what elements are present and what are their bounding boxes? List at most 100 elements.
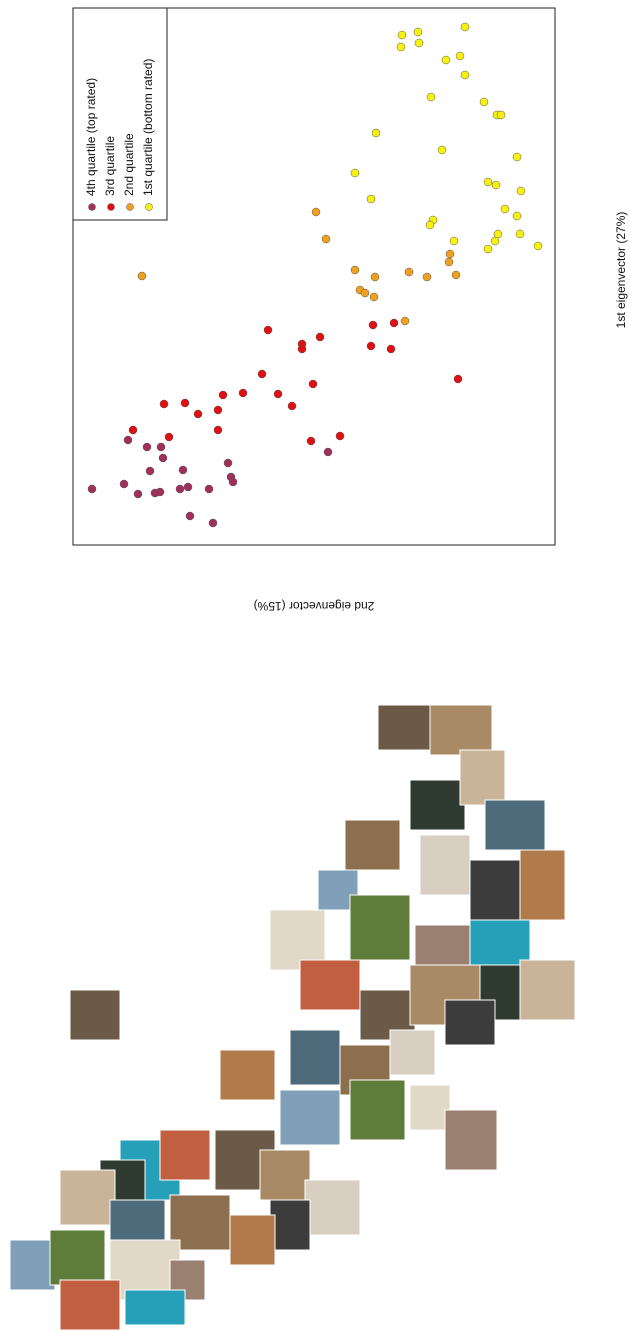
photo-tile	[409, 1084, 451, 1131]
legend-label: 2nd quartile	[122, 133, 136, 196]
legend-marker	[145, 203, 153, 211]
photo-tile	[389, 1029, 436, 1076]
scatter-point	[360, 288, 370, 298]
scatter-point	[228, 477, 238, 487]
scatter-point	[87, 484, 97, 494]
scatter-point	[370, 272, 380, 282]
legend-marker	[126, 203, 134, 211]
scatter-point	[156, 442, 166, 452]
scatter-point	[223, 458, 233, 468]
scatter-point	[208, 518, 218, 528]
legend-label: 3rd quartile	[103, 136, 117, 196]
x-axis-label: 2nd eigenvector (15%)	[254, 599, 375, 613]
scatter-point	[483, 244, 493, 254]
scatter-point	[396, 42, 406, 52]
scatter-point	[133, 489, 143, 499]
scatter-point	[183, 482, 193, 492]
scatter-point	[397, 30, 407, 40]
scatter-point	[335, 431, 345, 441]
scatter-point	[368, 320, 378, 330]
scatter-point	[218, 390, 228, 400]
scatter-point	[533, 241, 543, 251]
scatter-point	[444, 257, 454, 267]
photo-tile	[459, 749, 506, 806]
scatter-point	[455, 51, 465, 61]
scatter-point	[500, 204, 510, 214]
photo-tile	[429, 704, 493, 756]
scatter-point	[137, 271, 147, 281]
photo-tile	[349, 894, 411, 961]
photo-tile	[59, 1169, 116, 1226]
scatter-point	[496, 110, 506, 120]
scatter-point	[389, 318, 399, 328]
scatter-point	[451, 270, 461, 280]
scatter-point	[460, 22, 470, 32]
scatter-point	[145, 466, 155, 476]
scatter-point	[273, 389, 283, 399]
scatter-point	[483, 177, 493, 187]
scatter-point	[323, 447, 333, 457]
scatter-point	[175, 484, 185, 494]
photo-tile	[124, 1289, 186, 1326]
photo-tile	[519, 849, 566, 921]
photo-tile	[289, 1029, 341, 1086]
scatter-point	[445, 249, 455, 259]
scatter-point	[369, 292, 379, 302]
photo-tile	[259, 1149, 311, 1201]
photo-tile	[69, 989, 121, 1041]
scatter-point	[441, 55, 451, 65]
scatter-point	[453, 374, 463, 384]
scatter-point	[178, 465, 188, 475]
photo-tile	[344, 819, 401, 871]
scatter-point	[213, 405, 223, 415]
photo-tile	[269, 909, 326, 971]
scatter-point	[238, 388, 248, 398]
scatter-point	[321, 234, 331, 244]
photo-tile	[444, 1109, 498, 1171]
scatter-point	[306, 436, 316, 446]
scatter-point	[414, 38, 424, 48]
scatter-point	[311, 207, 321, 217]
scatter-point	[308, 379, 318, 389]
scatter-point	[193, 409, 203, 419]
scatter-point	[371, 128, 381, 138]
scatter-point	[159, 399, 169, 409]
scatter-point	[512, 211, 522, 221]
scatter-point	[297, 344, 307, 354]
scatter-point	[350, 265, 360, 275]
photo-tile	[219, 1049, 276, 1101]
scatter-point	[263, 325, 273, 335]
scatter-point	[119, 479, 129, 489]
scatter-point	[123, 435, 133, 445]
photo-tile	[304, 1179, 361, 1236]
scatter-point	[490, 236, 500, 246]
legend-marker	[107, 203, 115, 211]
photo-tile	[419, 834, 471, 896]
photo-tile	[9, 1239, 56, 1291]
scatter-point	[257, 369, 267, 379]
photo-tile	[49, 1229, 106, 1286]
photo-tile	[229, 1214, 276, 1266]
scatter-point	[185, 511, 195, 521]
scatter-point	[479, 97, 489, 107]
scatter-point	[425, 220, 435, 230]
scatter-point	[515, 229, 525, 239]
legend-label: 4th quartile (top rated)	[84, 78, 98, 196]
photo-tile	[279, 1089, 341, 1146]
photo-tile	[349, 1079, 406, 1141]
y-axis-label: 1st eigenvector (27%)	[614, 212, 628, 329]
scatter-point	[460, 70, 470, 80]
scatter-point	[386, 344, 396, 354]
legend-box	[72, 7, 168, 221]
scatter-point	[449, 236, 459, 246]
scatter-point	[422, 272, 432, 282]
photo-tile	[519, 959, 576, 1021]
scatter-point	[180, 398, 190, 408]
image-montage	[9, 704, 576, 1331]
scatter-point	[426, 92, 436, 102]
photo-tile	[269, 1199, 311, 1251]
scatter-point	[512, 152, 522, 162]
legend-marker	[88, 203, 96, 211]
photo-tile	[484, 799, 546, 851]
